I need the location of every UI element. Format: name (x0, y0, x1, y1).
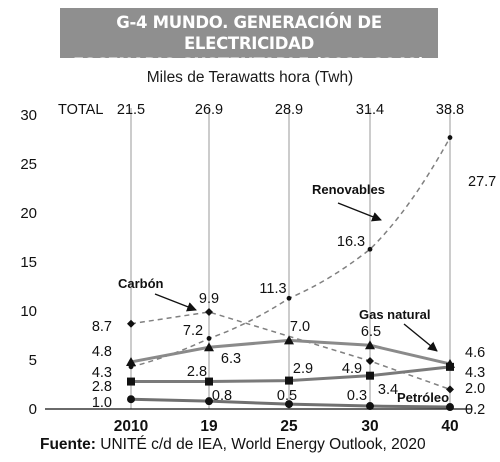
carbon-label: 9.9 (199, 291, 219, 307)
gas-natural-label: 4.6 (465, 345, 485, 361)
total-value: 21.5 (117, 102, 145, 118)
gas-natural-point (365, 340, 375, 350)
nuclear-point (446, 362, 454, 371)
total-value: 38.8 (436, 102, 464, 118)
y-tick-label: 10 (20, 303, 37, 320)
source-note: Fuente: UNITÉ c/d de IEA, World Energy O… (40, 436, 426, 454)
annotation-gas-natural: Gas natural (359, 307, 431, 322)
petroleo-label: 0.2 (465, 402, 485, 418)
petroleo-point (446, 403, 454, 412)
x-tick-label: 19 (200, 418, 218, 435)
nuclear-point (366, 371, 374, 380)
chart-title-line-1: G-4 MUNDO. GENERACIÓN DE ELECTRICIDAD (116, 13, 382, 53)
renovables-point (286, 295, 292, 301)
renovables-label: 16.3 (337, 234, 365, 250)
petroleo-point (127, 395, 135, 404)
carbon-label: 8.7 (92, 319, 112, 335)
nuclear-label: 2.8 (187, 364, 207, 380)
x-tick-label: 40 (441, 418, 458, 435)
gas-natural-point (204, 342, 214, 352)
total-value: 31.4 (356, 102, 384, 118)
petroleo-label: 0.5 (277, 388, 297, 404)
carbon-label: 2.0 (465, 381, 485, 397)
renovables-point (367, 246, 373, 252)
chart-title-box: G-4 MUNDO. GENERACIÓN DE ELECTRICIDAD ES… (60, 8, 438, 74)
annotation-arrow-carbon (154, 293, 197, 312)
gas-natural-label: 4.8 (92, 344, 112, 360)
carbon-label: 4.9 (342, 361, 362, 377)
renovables-point (206, 336, 212, 341)
y-tick-label: 0 (29, 401, 37, 418)
petroleo-point (285, 400, 293, 409)
gas-natural-point (284, 335, 294, 345)
totals-label: TOTAL (58, 102, 103, 118)
carbon-point (205, 307, 213, 316)
carbon-point (446, 385, 454, 394)
gas-natural-label: 7.0 (290, 319, 310, 335)
annotation-carbon: Carbón (118, 276, 164, 291)
petroleo-point (205, 397, 213, 406)
renovables-label: 4.3 (92, 365, 112, 381)
gas-natural-label: 6.3 (221, 351, 241, 367)
y-tick-label: 25 (20, 156, 37, 173)
x-tick-label: 25 (280, 418, 298, 435)
petroleo-point (366, 402, 374, 411)
renovables-label: 27.7 (468, 174, 496, 190)
carbon-point (127, 319, 135, 328)
nuclear-label: 2.8 (92, 379, 112, 395)
gas-natural-label: 6.5 (361, 324, 381, 340)
chart-title-line-2: ESCENARIO SUSTENTABLE (2010-2040) (73, 55, 425, 74)
renovables-label: 7.2 (183, 323, 203, 339)
units-label: Miles de Terawatts hora (Twh) (146, 69, 354, 86)
source-label: Fuente: (40, 436, 96, 453)
x-tick-label: 2010 (114, 418, 148, 435)
nuclear-point (285, 376, 293, 385)
total-value: 26.9 (195, 102, 223, 118)
annotation-arrow-gas-natural (403, 323, 438, 352)
annotation-renovables: Renovables (312, 182, 385, 197)
y-tick-label: 5 (29, 352, 37, 369)
total-value: 28.9 (275, 102, 303, 118)
x-tick-label: 30 (361, 418, 378, 435)
petroleo-label: 0.3 (347, 388, 367, 404)
nuclear-point (205, 377, 213, 386)
nuclear-label: 2.9 (293, 361, 313, 377)
annotation-petroleo: Petróleo (397, 390, 449, 405)
annotation-arrow-renovables (337, 202, 382, 222)
y-tick-label: 15 (20, 254, 37, 271)
carbon-point (366, 356, 374, 365)
renovables-label: 11.3 (259, 281, 286, 297)
renovables-point (447, 135, 453, 140)
gas-natural-point (126, 356, 136, 366)
nuclear-label: 3.4 (378, 382, 398, 398)
petroleo-label: 0.8 (212, 388, 232, 404)
y-tick-label: 20 (20, 205, 37, 222)
nuclear-point (127, 377, 135, 386)
source-text: UNITÉ c/d de IEA, World Energy Outlook, … (100, 436, 426, 453)
nuclear-label: 4.3 (465, 365, 485, 381)
petroleo-label: 1.0 (92, 395, 112, 411)
y-tick-label: 30 (20, 107, 37, 124)
